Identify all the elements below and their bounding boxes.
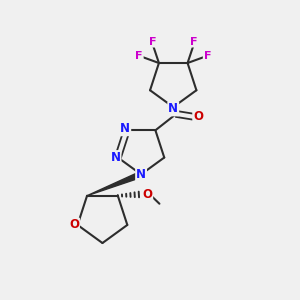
Text: N: N	[136, 168, 146, 181]
Text: F: F	[190, 37, 197, 46]
Text: O: O	[142, 188, 152, 201]
Text: O: O	[69, 218, 79, 232]
Text: N: N	[120, 122, 130, 135]
Text: F: F	[135, 51, 143, 61]
Text: N: N	[168, 102, 178, 116]
Text: F: F	[204, 51, 211, 61]
Text: F: F	[149, 37, 157, 46]
Text: N: N	[110, 151, 121, 164]
Polygon shape	[87, 172, 142, 196]
Text: O: O	[193, 110, 203, 123]
